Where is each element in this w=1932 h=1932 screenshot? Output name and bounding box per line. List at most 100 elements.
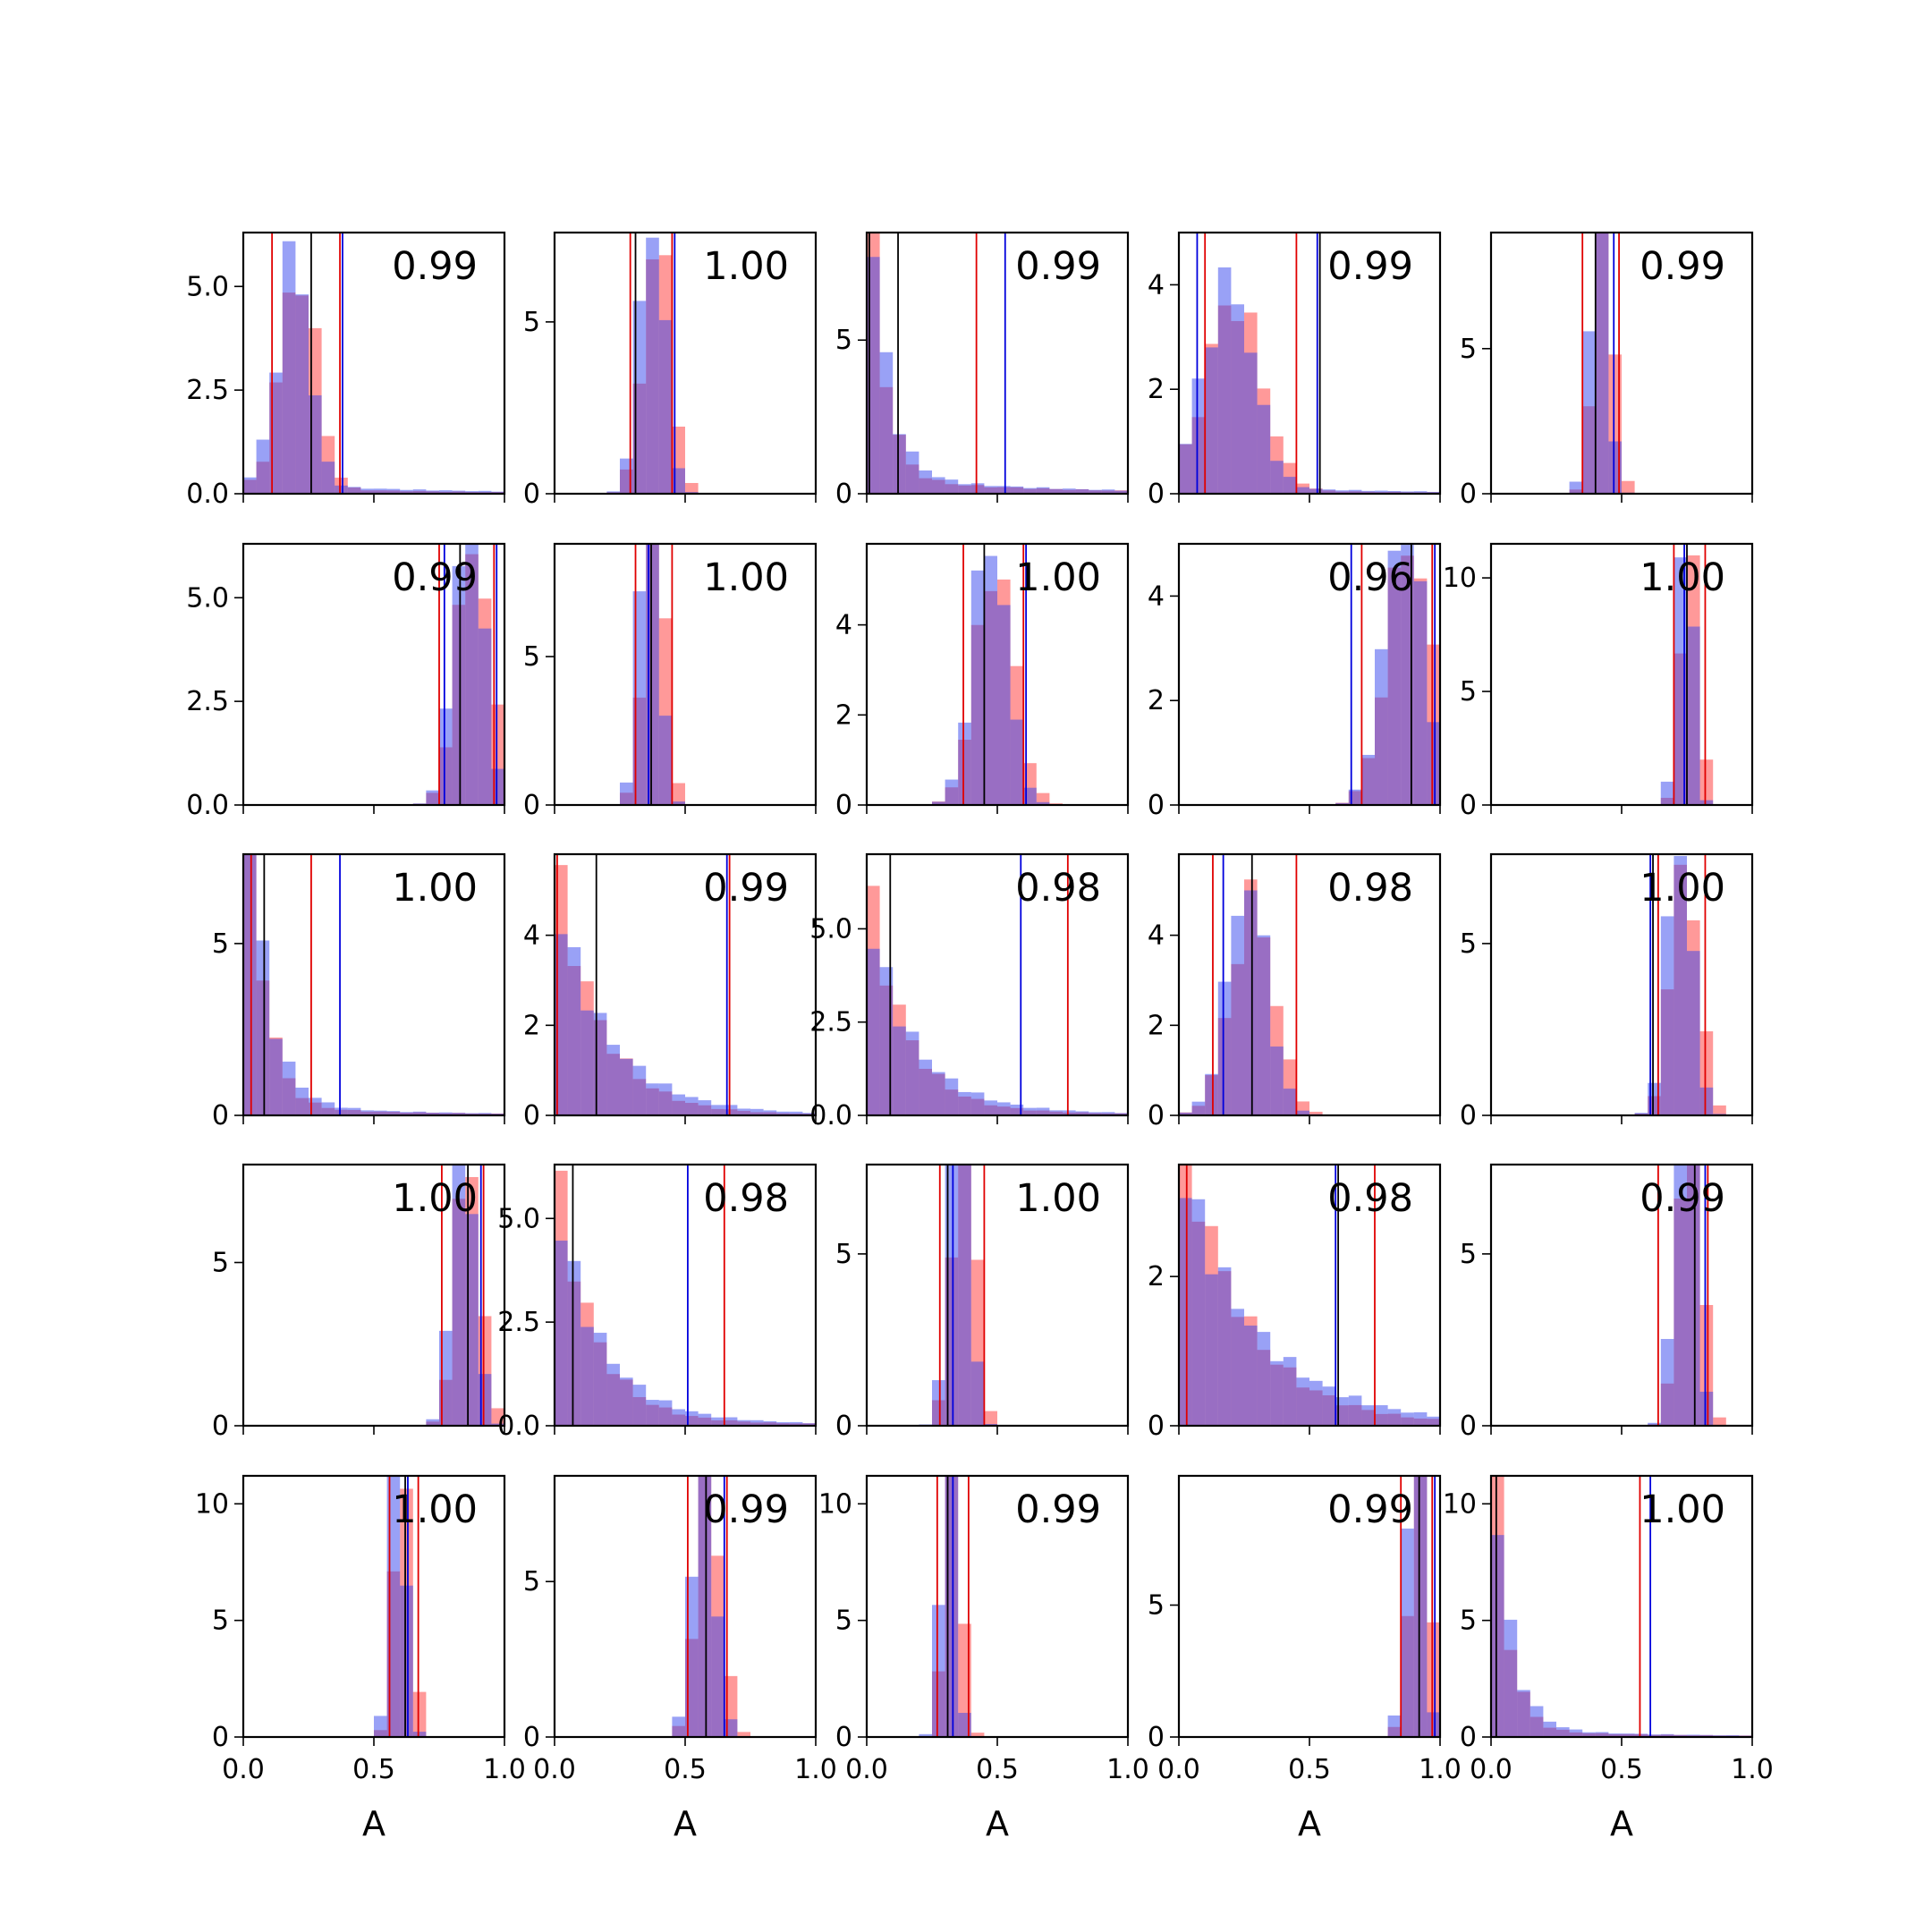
blue-histogram-bar: [970, 570, 985, 805]
y-tick-label: 0: [1148, 1100, 1165, 1131]
y-tick-label: 0: [835, 790, 852, 821]
blue-histogram-bar: [412, 1732, 427, 1737]
blue-histogram-bar: [1322, 489, 1336, 494]
blue-histogram-bar: [1283, 477, 1297, 494]
blue-histogram-bar: [1049, 488, 1063, 494]
blue-histogram-bar: [958, 484, 971, 494]
y-tick-label: 0: [1148, 790, 1165, 821]
blue-histogram-bar: [1010, 719, 1024, 805]
blue-histogram-bar: [763, 1110, 777, 1115]
histogram-panel: 0.0 2.5 5.0 0.98: [497, 1163, 818, 1442]
histogram-panel: 051.00: [835, 1163, 1130, 1442]
blue-histogram-bar: [374, 488, 387, 494]
blue-histogram-bar: [1387, 1409, 1402, 1426]
blue-histogram-bar: [1687, 951, 1700, 1115]
y-tick-label: 5: [523, 307, 540, 338]
panel-annotation: 0.96: [1327, 555, 1413, 600]
blue-histogram-bar: [776, 1111, 790, 1115]
blue-histogram-bar: [1427, 1416, 1440, 1426]
y-tick-label: 5.0: [809, 913, 852, 945]
blue-histogram-bar: [1348, 489, 1362, 494]
blue-histogram-bar: [658, 716, 673, 805]
y-tick-label: 5: [523, 1566, 540, 1597]
x-tick-label: 1.0: [1106, 1754, 1149, 1785]
blue-histogram-bar: [1699, 1087, 1714, 1115]
y-tick-label: 0: [1148, 479, 1165, 510]
blue-histogram-bar: [478, 1113, 492, 1115]
blue-histogram-bar: [1413, 491, 1428, 494]
blue-histogram-bar: [646, 1083, 659, 1115]
y-tick-label: 2: [1148, 374, 1165, 405]
blue-histogram-bar: [1375, 648, 1388, 805]
blue-histogram-bar: [698, 1476, 712, 1737]
x-axis-label: A: [1610, 1804, 1633, 1843]
blue-histogram-bar: [555, 1241, 568, 1426]
x-tick-label: 0.5: [1600, 1754, 1643, 1785]
histogram-panel: 051.00: [523, 542, 818, 821]
panel-annotation: 1.00: [392, 1487, 478, 1532]
blue-histogram-bar: [737, 1419, 750, 1426]
y-tick-label: 5: [835, 1239, 852, 1270]
blue-histogram-bar: [1283, 1089, 1297, 1115]
panel-annotation: 0.99: [1015, 244, 1101, 289]
blue-histogram-bar: [1309, 488, 1323, 494]
blue-histogram-bar: [776, 1422, 790, 1426]
blue-histogram-bar: [1401, 1528, 1414, 1737]
blue-histogram-bar: [269, 1038, 283, 1115]
blue-histogram-bar: [620, 782, 633, 805]
panel-annotation: 0.98: [703, 1176, 789, 1221]
blue-histogram-bar: [1569, 481, 1583, 494]
red-histogram-bar: [685, 482, 699, 494]
blue-histogram-bar: [1217, 1267, 1232, 1426]
blue-histogram-bar: [1375, 490, 1388, 494]
panel-annotation: 0.98: [1015, 866, 1101, 911]
blue-histogram-bar: [1296, 1110, 1309, 1115]
blue-histogram-bar: [1231, 1309, 1244, 1426]
histogram-panel: 0 2 4 1.00: [835, 542, 1130, 821]
blue-histogram-bar: [1231, 304, 1244, 494]
blue-histogram-bar: [465, 544, 479, 805]
y-tick-label: 2.5: [186, 375, 229, 406]
y-tick-label: 0: [523, 1722, 540, 1753]
y-tick-label: 2: [1148, 685, 1165, 716]
blue-histogram-bar: [1699, 1734, 1714, 1737]
blue-histogram-bar: [1699, 800, 1714, 805]
blue-histogram-bar: [1491, 1535, 1504, 1737]
blue-histogram-bar: [1699, 1391, 1714, 1426]
blue-histogram-bar: [412, 489, 427, 494]
blue-histogram-bar: [932, 1605, 945, 1737]
blue-histogram-bar: [893, 434, 906, 494]
histogram-panel: 051.00: [212, 852, 506, 1131]
x-tick-label: 1.0: [1419, 1754, 1462, 1785]
blue-histogram-bar: [439, 1112, 453, 1115]
blue-histogram-bar: [374, 1716, 387, 1737]
blue-histogram-bar: [465, 491, 479, 494]
blue-histogram-bar: [1036, 801, 1050, 805]
y-tick-label: 5: [1460, 928, 1477, 960]
blue-histogram-bar: [335, 1107, 348, 1115]
blue-histogram-bar: [724, 1417, 738, 1426]
blue-histogram-bar: [321, 462, 335, 494]
x-tick-label: 0.0: [222, 1754, 265, 1785]
blue-histogram-bar: [905, 451, 919, 494]
blue-histogram-bar: [347, 487, 361, 494]
blue-histogram-bar: [919, 1733, 932, 1737]
red-histogram-bar: [737, 1732, 750, 1737]
blue-histogram-bar: [984, 1100, 997, 1115]
blue-histogram-bar: [958, 1165, 971, 1426]
y-tick-label: 5: [212, 1606, 229, 1637]
blue-histogram-bar: [478, 490, 492, 494]
panel-annotation: 0.99: [1327, 1487, 1413, 1532]
blue-histogram-bar: [465, 1113, 479, 1115]
x-tick-label: 0.5: [976, 1754, 1019, 1785]
histogram-panel: 020.98: [1148, 1163, 1442, 1442]
blue-histogram-bar: [646, 237, 659, 494]
blue-histogram-bar: [439, 708, 453, 805]
blue-histogram-bar: [658, 1083, 673, 1115]
blue-histogram-bar: [295, 294, 309, 494]
blue-histogram-bar: [711, 1417, 724, 1426]
blue-histogram-bar: [1089, 489, 1102, 494]
x-tick-label: 0.0: [845, 1754, 888, 1785]
blue-histogram-bar: [1101, 1112, 1115, 1115]
